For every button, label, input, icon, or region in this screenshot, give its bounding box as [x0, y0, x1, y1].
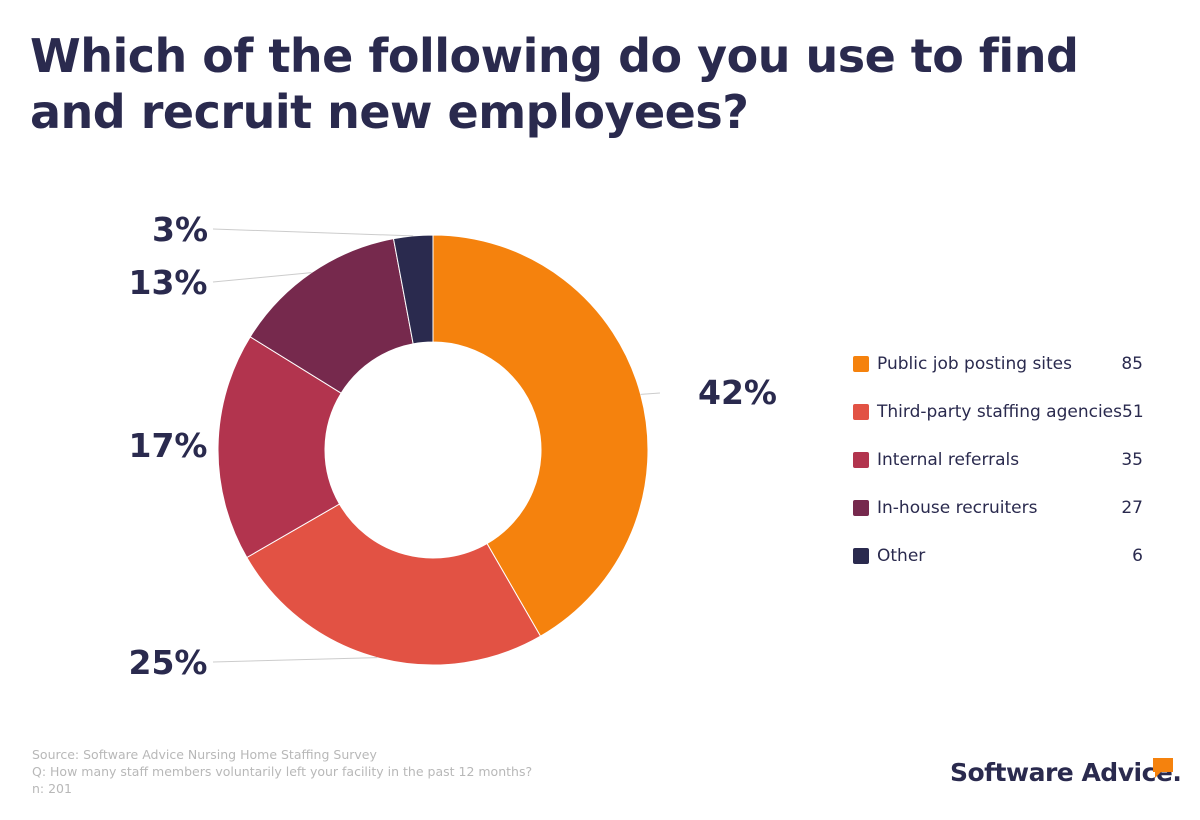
- legend-value: 85: [1121, 354, 1143, 374]
- leader-line: [212, 272, 312, 283]
- legend-label: Internal referrals: [877, 450, 1020, 470]
- data-label: 25%: [129, 643, 208, 682]
- chart-title: Which of the following do you use to fin…: [30, 29, 1079, 139]
- data-label: 17%: [129, 426, 208, 465]
- legend-swatch: [853, 404, 869, 420]
- leader-line: [212, 228, 414, 237]
- donut-slice: [246, 503, 542, 666]
- legend: Public job posting sites 85 Third-party st…: [853, 340, 1144, 580]
- donut-slice: [217, 336, 342, 559]
- legend-swatch: [853, 548, 869, 564]
- legend-label: Other: [877, 546, 926, 566]
- speech-bubble-icon: [1153, 758, 1173, 778]
- data-label: 42%: [698, 373, 777, 412]
- source-note: Source: Software Advice Nursing Home Sta…: [32, 747, 377, 762]
- legend-item: In-house recruiters 27: [853, 484, 1143, 532]
- donut-slice: [392, 234, 434, 345]
- legend-swatch: [853, 452, 869, 468]
- question-note: Q: How many staff members voluntarily le…: [32, 764, 533, 779]
- donut-slice: [432, 234, 649, 637]
- sample-size: n: 201: [32, 781, 72, 796]
- leader-line: [640, 392, 661, 395]
- legend-item: Public job posting sites 85: [853, 340, 1143, 388]
- legend-value: 27: [1121, 498, 1143, 518]
- legend-label: Public job posting sites: [877, 354, 1073, 374]
- leader-line: [212, 657, 378, 663]
- data-label: 13%: [129, 263, 208, 302]
- legend-value: 35: [1121, 450, 1143, 470]
- legend-item: Other 6: [853, 532, 1143, 580]
- legend-label: In-house recruiters: [877, 498, 1038, 518]
- software-advice-logo: Software Advice.: [950, 758, 1182, 787]
- footer: Source: Software Advice Nursing Home Sta…: [32, 746, 532, 797]
- legend-swatch: [853, 356, 869, 372]
- legend-label: Third-party staffing agencies: [877, 402, 1122, 422]
- legend-value: 6: [1132, 546, 1143, 566]
- legend-swatch: [853, 500, 869, 516]
- legend-item: Third-party staffing agencies 51: [853, 388, 1144, 436]
- legend-value: 51: [1122, 402, 1144, 422]
- data-label: 3%: [152, 210, 208, 249]
- legend-item: Internal referrals 35: [853, 436, 1143, 484]
